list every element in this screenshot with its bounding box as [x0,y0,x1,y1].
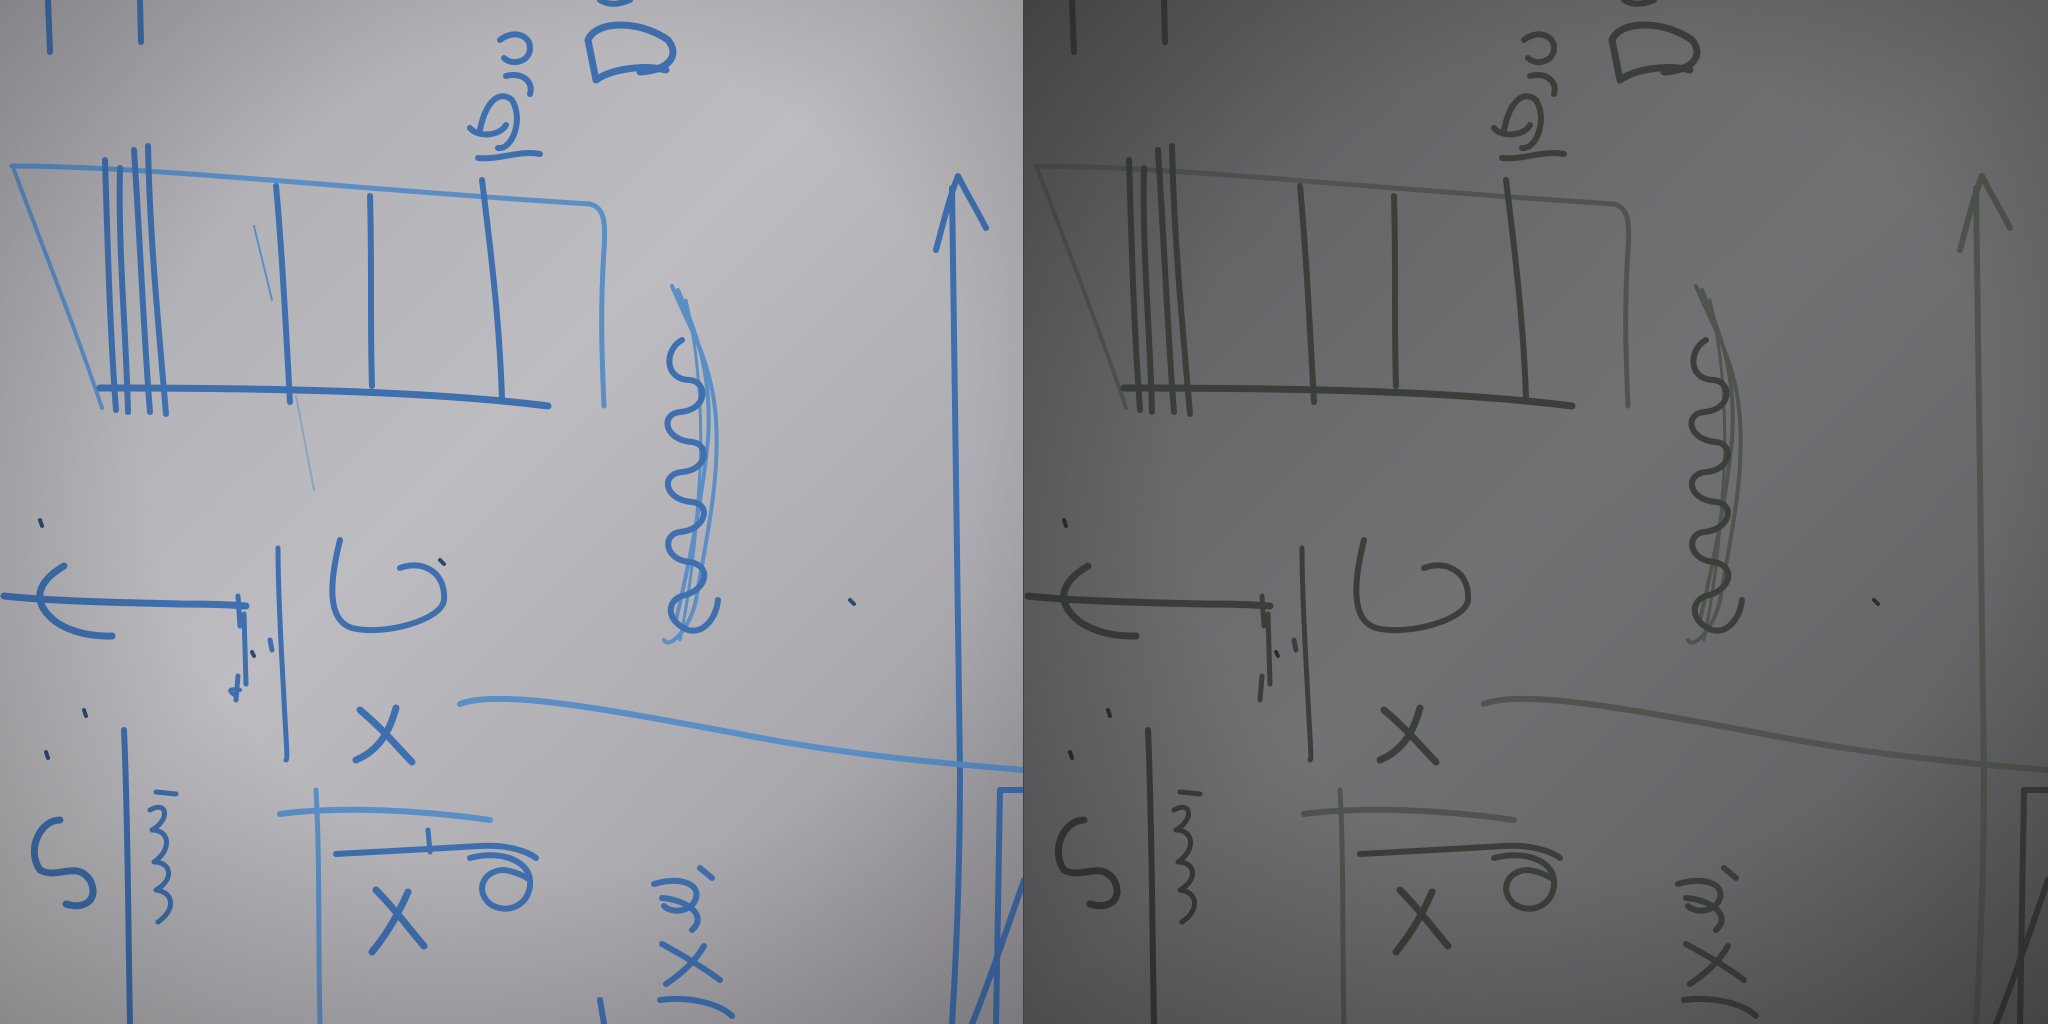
whiteboard-photo-color [0,0,1024,1024]
whiteboard-photo-dark [1024,0,2048,1024]
whiteboard-drawing-color [0,0,1024,1024]
whiteboard-drawing-dark [1024,0,2048,1024]
photo-vignette [1024,0,2048,1024]
photo-vignette [0,0,1024,1024]
